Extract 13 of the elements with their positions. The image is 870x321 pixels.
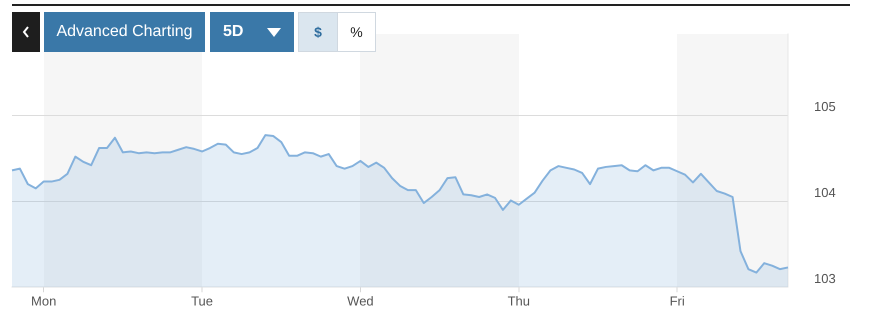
annotation: $ xyxy=(298,12,338,52)
x-tick-label: Mon xyxy=(31,294,56,309)
annotation: 5D xyxy=(223,23,244,41)
x-tick-label: Thu xyxy=(508,294,530,309)
y-tick-label: 103 xyxy=(814,270,836,286)
x-tick-label: Wed xyxy=(347,294,374,309)
x-tick-label: Tue xyxy=(191,294,213,309)
y-tick-label: 104 xyxy=(814,184,836,200)
y-tick-label: 105 xyxy=(814,98,836,114)
annotation: Advanced Charting xyxy=(44,12,205,52)
x-tick-label: Fri xyxy=(670,294,685,309)
annotation: % xyxy=(337,12,376,52)
dropdown-button: 5D xyxy=(210,12,294,52)
